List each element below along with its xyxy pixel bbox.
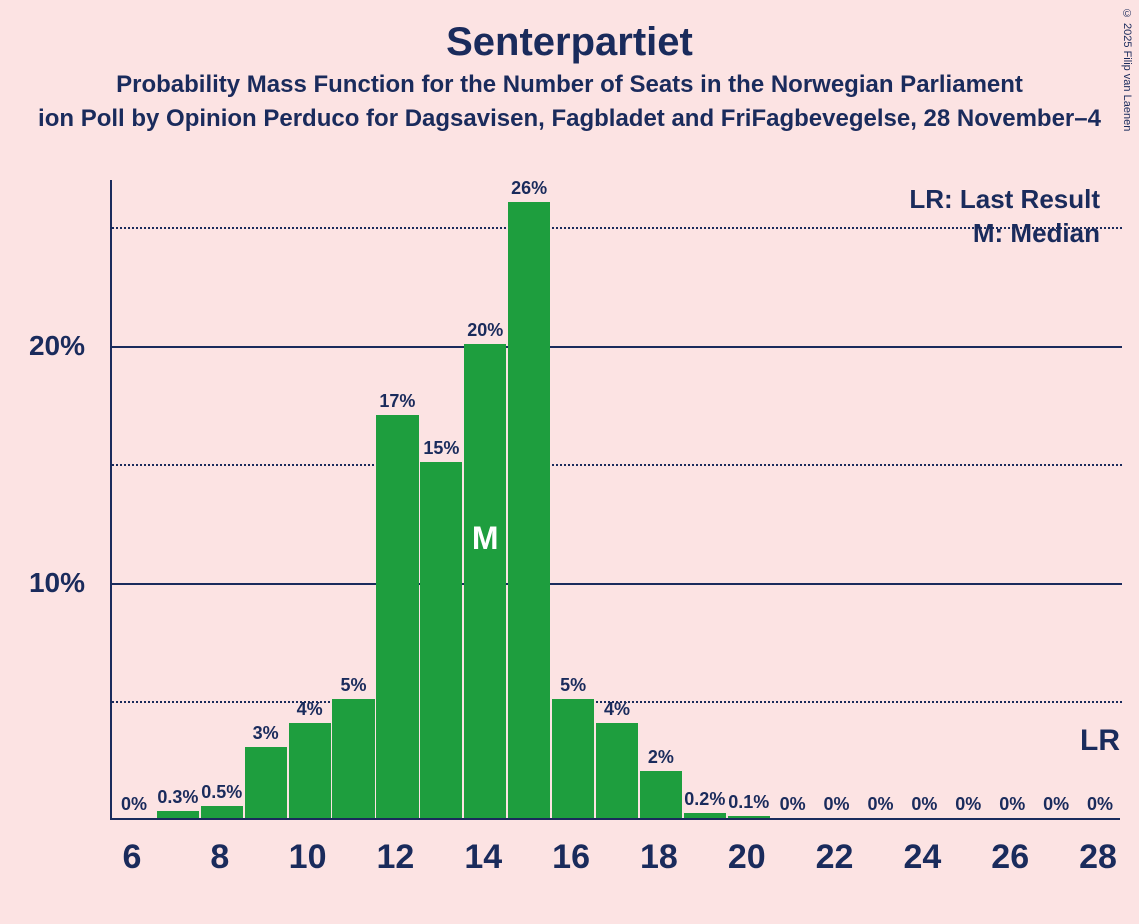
bar-value-label: 0%: [772, 794, 814, 815]
bars-container: 0%0.3%0.5%3%4%5%17%15%20%M26%5%4%2%0.2%0…: [112, 178, 1122, 818]
poll-source-line: ion Poll by Opinion Perduco for Dagsavis…: [0, 105, 1139, 133]
y-tick-label: 10%: [5, 567, 85, 599]
bar: 0.1%: [728, 816, 770, 818]
bar: 15%: [420, 462, 462, 818]
x-tick-label: 24: [903, 838, 941, 877]
bar-value-label: 0%: [1035, 794, 1077, 815]
bar: 4%: [596, 723, 638, 818]
bar: 5%: [552, 699, 594, 818]
x-tick-label: 8: [210, 838, 229, 877]
x-tick-label: 22: [816, 838, 854, 877]
bar: 4%: [289, 723, 331, 818]
x-tick-label: 28: [1079, 838, 1117, 877]
lr-marker: LR: [1080, 724, 1120, 758]
bar-value-label: 0.5%: [201, 782, 243, 803]
bar: 20%M: [464, 344, 506, 818]
chart-subtitle: Probability Mass Function for the Number…: [0, 71, 1139, 99]
bar-value-label: 15%: [420, 438, 462, 459]
x-axis-labels: 6 8 10 12 14 16 18 20 22 24 26 28: [110, 830, 1120, 880]
bar-value-label: 2%: [640, 747, 682, 768]
bar-value-label: 4%: [596, 699, 638, 720]
bar: 0.2%: [684, 813, 726, 818]
x-tick-label: 20: [728, 838, 766, 877]
chart-title: Senterpartiet: [0, 0, 1139, 65]
x-tick-label: 10: [289, 838, 327, 877]
median-marker: M: [464, 520, 506, 557]
chart-area: LR: Last Result M: Median 0%0.3%0.5%3%4%…: [110, 180, 1120, 820]
bar-value-label: 0%: [991, 794, 1033, 815]
x-tick-label: 6: [122, 838, 141, 877]
x-tick-label: 16: [552, 838, 590, 877]
bar-value-label: 0.3%: [157, 787, 199, 808]
bar: 17%: [376, 415, 418, 818]
bar-value-label: 0%: [113, 794, 155, 815]
x-tick-label: 26: [991, 838, 1029, 877]
bar-value-label: 0%: [815, 794, 857, 815]
y-tick-label: 20%: [5, 330, 85, 362]
bar-value-label: 0.2%: [684, 789, 726, 810]
bar-value-label: 5%: [332, 675, 374, 696]
bar-value-label: 0%: [859, 794, 901, 815]
bar-value-label: 0%: [1079, 794, 1121, 815]
plot-area: LR: Last Result M: Median 0%0.3%0.5%3%4%…: [110, 180, 1120, 820]
bar: 2%: [640, 771, 682, 818]
x-tick-label: 14: [464, 838, 502, 877]
bar-value-label: 20%: [464, 320, 506, 341]
bar-value-label: 3%: [245, 723, 287, 744]
bar: 0.5%: [201, 806, 243, 818]
bar: 26%: [508, 202, 550, 818]
x-tick-label: 12: [377, 838, 415, 877]
bar-value-label: 4%: [289, 699, 331, 720]
bar-value-label: 0%: [947, 794, 989, 815]
bar-value-label: 0%: [903, 794, 945, 815]
bar-value-label: 26%: [508, 178, 550, 199]
bar: 0.3%: [157, 811, 199, 818]
bar: 5%: [332, 699, 374, 818]
bar: 3%: [245, 747, 287, 818]
copyright-text: © 2025 Filip van Laenen: [1121, 8, 1133, 131]
x-tick-label: 18: [640, 838, 678, 877]
bar-value-label: 0.1%: [728, 792, 770, 813]
bar-value-label: 17%: [376, 391, 418, 412]
bar-value-label: 5%: [552, 675, 594, 696]
